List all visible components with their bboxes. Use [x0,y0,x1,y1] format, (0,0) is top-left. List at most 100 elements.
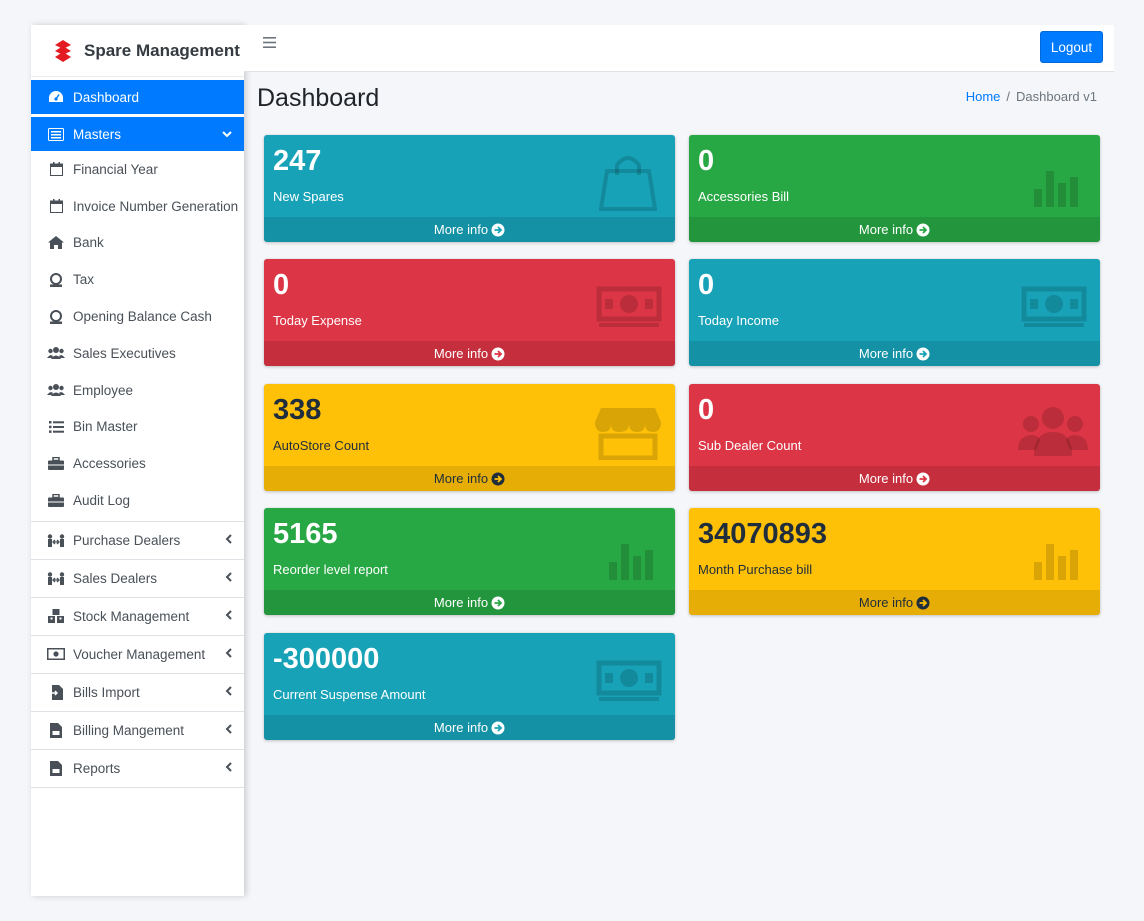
breadcrumb: Home / Dashboard v1 [966,89,1097,104]
more-info-link[interactable]: More info [689,217,1100,242]
chevron-left-icon [225,685,232,699]
sidebar-item-billing-mangement[interactable]: Billing Mangement [31,712,244,750]
sidebar-item-invoice-number-generation[interactable]: Invoice Number Generation [31,188,244,225]
stat-label: Today Income [698,313,779,328]
chevron-left-icon [225,723,232,737]
arrow-circle-right-icon [491,596,505,609]
brand[interactable]: Spare Management [31,25,244,77]
store-icon [595,408,661,460]
stat-box-sub-dealer-count: 0 Sub Dealer Count More info [689,384,1100,491]
more-info-label: More info [858,595,914,610]
file-invoice-icon [47,760,65,776]
sidebar-item-label: Bills Import [73,684,140,700]
more-info-link[interactable]: More info [689,341,1100,366]
breadcrumb-home-link[interactable]: Home [965,89,1001,104]
stat-box-autostore-count: 338 AutoStore Count More info [264,384,675,491]
list-icon [47,419,65,435]
money-bill-icon [596,286,662,327]
sidebar-item-accessories[interactable]: Accessories [31,445,244,482]
logout-button[interactable]: Logout [1040,31,1103,63]
brand-logo-icon [55,39,71,62]
sidebar-item-voucher-management[interactable]: Voucher Management [31,636,244,674]
more-info-link[interactable]: More info [689,466,1100,491]
users-icon [47,382,65,398]
more-info-link[interactable]: More info [689,590,1100,615]
masters-submenu: Financial Year Invoice Number Generation… [31,151,244,522]
stat-value: 0 [698,269,715,301]
user-circle-icon [47,309,65,325]
stat-label: Today Expense [273,313,362,328]
arrow-circle-right-icon [916,472,930,485]
arrow-circle-right-icon [491,721,505,734]
sidebar-item-label: Financial Year [73,161,158,177]
stat-value: -300000 [273,643,380,675]
chevron-left-icon [225,761,232,775]
more-info-label: More info [858,346,914,361]
sidebar-item-label: Sales Dealers [73,570,158,586]
bar-chart-icon [1034,544,1078,580]
stat-value: 0 [273,269,290,301]
chevron-down-icon [222,127,232,141]
sidebar-item-bills-import[interactable]: Bills Import [31,674,244,712]
people-arrows-icon [47,532,65,548]
more-info-label: More info [858,471,914,486]
stat-box-reorder-level-report: 5165 Reorder level report More info [264,508,675,615]
sidebar-item-tax[interactable]: Tax [31,261,244,298]
more-info-label: More info [433,595,489,610]
sidebar-item-audit-log[interactable]: Audit Log [31,482,244,519]
hamburger-icon[interactable] [263,35,276,53]
arrow-circle-right-icon [491,223,505,236]
sidebar-nav: Dashboard Masters Financial Year Invoice… [31,77,244,788]
sidebar-item-dashboard[interactable]: Dashboard [31,80,244,114]
stat-box-today-income: 0 Today Income More info [689,259,1100,366]
sidebar-item-bank[interactable]: Bank [31,225,244,262]
users-icon [47,345,65,361]
more-info-link[interactable]: More info [264,217,675,242]
sidebar-item-sales-executives[interactable]: Sales Executives [31,335,244,372]
sidebar-item-label: Billing Mangement [73,722,185,738]
arrow-circle-right-icon [491,472,505,485]
people-arrows-icon [47,570,65,586]
stat-label: Month Purchase bill [698,562,813,577]
sidebar-item-purchase-dealers[interactable]: Purchase Dealers [31,522,244,560]
more-info-link[interactable]: More info [264,341,675,366]
sidebar-item-opening-balance-cash[interactable]: Opening Balance Cash [31,298,244,335]
chevron-left-icon [225,533,232,547]
page-title: Dashboard [257,84,380,112]
tachometer-icon [47,89,65,105]
sidebar-item-financial-year[interactable]: Financial Year [31,151,244,188]
breadcrumb-current: Dashboard v1 [1016,89,1097,104]
sidebar-item-label: Dashboard [73,89,140,105]
toolbox-icon [47,456,65,472]
more-info-link[interactable]: More info [264,715,675,740]
arrow-circle-right-icon [916,347,930,360]
users-icon [1018,407,1088,456]
stat-value: 247 [273,145,322,177]
stat-box-today-expense: 0 Today Expense More info [264,259,675,366]
stat-label: New Spares [273,189,344,204]
sidebar-item-bin-master[interactable]: Bin Master [31,409,244,446]
stat-value: 34070893 [698,518,828,550]
list-alt-icon [47,126,65,142]
sidebar-item-label: Bank [73,235,104,251]
stat-box-current-suspense-amount: -300000 Current Suspense Amount More inf… [264,633,675,740]
sidebar: Spare Management Dashboard Masters Finan… [31,25,244,896]
sidebar-item-stock-management[interactable]: Stock Management [31,598,244,636]
sidebar-item-reports[interactable]: Reports [31,750,244,788]
sidebar-item-sales-dealers[interactable]: Sales Dealers [31,560,244,598]
file-import-icon [47,684,65,700]
calendar-icon [47,198,65,214]
more-info-link[interactable]: More info [264,590,675,615]
sidebar-item-label: Masters [73,126,122,142]
sidebar-item-label: Sales Executives [73,345,176,361]
sidebar-item-label: Stock Management [73,608,190,624]
sidebar-item-employee[interactable]: Employee [31,372,244,409]
more-info-link[interactable]: More info [264,466,675,491]
stat-value: 338 [273,394,322,426]
more-info-label: More info [433,471,489,486]
sidebar-item-masters[interactable]: Masters [31,117,244,151]
sidebar-item-label: Audit Log [73,493,131,509]
sidebar-item-label: Reports [73,760,121,776]
top-navbar: Logout [244,25,1114,72]
stat-value: 5165 [273,518,338,550]
